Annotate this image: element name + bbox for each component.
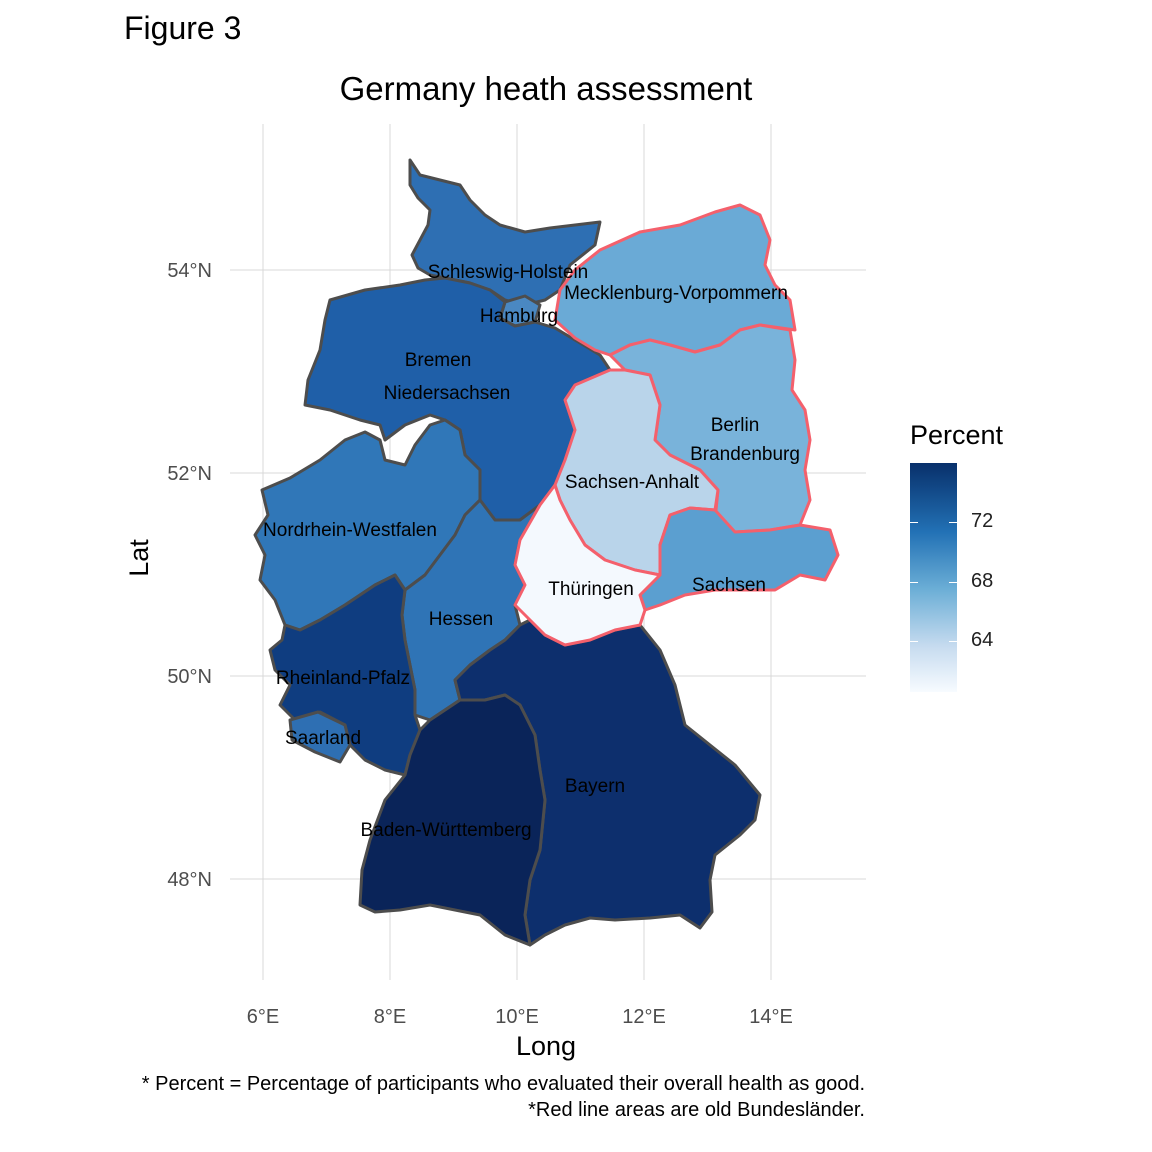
label-thueringen: Thüringen (548, 579, 634, 600)
legend-tick-label: 72 (971, 510, 994, 532)
state-saarland[interactable] (288, 710, 352, 764)
state-labels: Schleswig-Holstein Hamburg Mecklenburg-V… (263, 262, 800, 841)
x-tick: 12°E (622, 1006, 666, 1028)
y-tick: 52°N (167, 463, 212, 485)
label-berlin: Berlin (711, 415, 760, 436)
legend-title: Percent (910, 420, 1004, 450)
x-tick: 10°E (495, 1006, 539, 1028)
legend-tick-mark (949, 582, 957, 583)
x-tick: 6°E (247, 1006, 279, 1028)
label-mecklenburg-vorpommern: Mecklenburg-Vorpommern (564, 283, 788, 304)
label-baden-wuerttemberg: Baden-Württemberg (360, 820, 531, 841)
label-bremen: Bremen (405, 350, 472, 371)
label-saarland: Saarland (285, 728, 361, 749)
caption-line-1: * Percent = Percentage of participants w… (141, 1073, 865, 1095)
legend-tick-mark (910, 522, 918, 523)
legend-colorbar (910, 463, 957, 692)
y-tick: 54°N (167, 260, 212, 282)
label-nordrhein-westfalen: Nordrhein-Westfalen (263, 520, 437, 541)
label-niedersachsen: Niedersachsen (384, 383, 511, 404)
x-axis-ticks: 6°E 8°E 10°E 12°E 14°E (247, 1006, 793, 1028)
state-schleswig-holstein[interactable] (408, 158, 602, 307)
legend-tick-mark (949, 641, 957, 642)
legend-tick-label: 68 (971, 570, 994, 592)
x-axis-title: Long (516, 1031, 576, 1061)
y-tick: 48°N (167, 869, 212, 891)
label-rheinland-pfalz: Rheinland-Pfalz (276, 668, 410, 689)
y-tick: 50°N (167, 666, 212, 688)
figure-label: Figure 3 (124, 10, 242, 46)
label-brandenburg: Brandenburg (690, 444, 800, 465)
label-bayern: Bayern (565, 776, 625, 797)
y-axis-ticks: 54°N 52°N 50°N 48°N (167, 260, 212, 891)
legend-tick-mark (949, 522, 957, 523)
label-hamburg: Hamburg (480, 306, 558, 327)
state-thueringen[interactable] (513, 483, 662, 647)
label-hessen: Hessen (429, 609, 493, 630)
legend-tick-mark (910, 641, 918, 642)
x-tick: 8°E (374, 1006, 406, 1028)
state-baden-wuerttemberg[interactable] (358, 693, 547, 947)
chart-title: Germany heath assessment (339, 70, 753, 107)
y-axis-title: Lat (124, 539, 154, 577)
legend-tick-label: 64 (971, 629, 994, 651)
legend-tick-mark (910, 582, 918, 583)
label-sachsen: Sachsen (692, 575, 766, 596)
caption-line-2: *Red line areas are old Bundesländer. (528, 1099, 865, 1121)
label-schleswig-holstein: Schleswig-Holstein (428, 262, 589, 283)
x-tick: 14°E (749, 1006, 793, 1028)
label-sachsen-anhalt: Sachsen-Anhalt (565, 472, 700, 493)
